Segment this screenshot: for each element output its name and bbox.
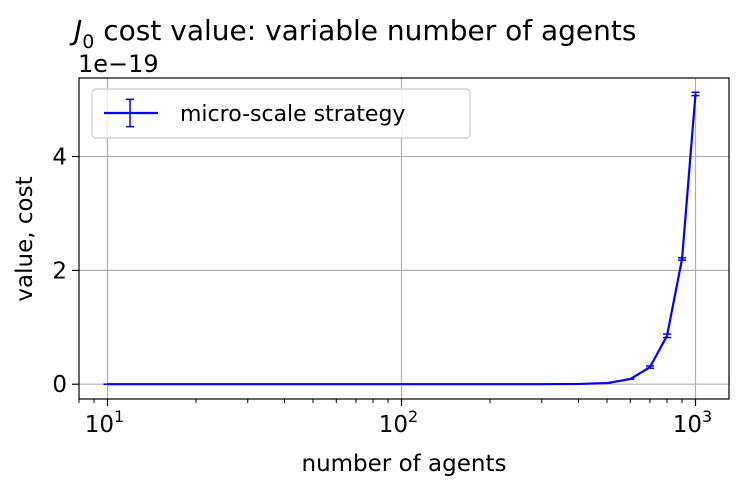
x-tick-label-exponent: 3 [702, 407, 712, 426]
x-tick-label-exponent: 1 [114, 407, 124, 426]
x-axis-label: number of agents [302, 451, 507, 477]
y-tick-label: 2 [52, 258, 67, 284]
x-tick-label: 102 [379, 407, 418, 438]
x-tick-label-base: 10 [85, 412, 114, 438]
chart-title: J0 cost value: variable number of agents [69, 14, 636, 53]
legend-series-label: micro-scale strategy [180, 102, 405, 127]
y-offset-label: 1e−19 [78, 50, 159, 78]
title-text: cost value: variable number of agents [94, 14, 636, 47]
y-tick-label: 0 [52, 372, 67, 398]
x-tick-label: 103 [673, 407, 712, 438]
y-axis-label: value, cost [12, 176, 38, 301]
legend-frame [91, 88, 471, 139]
title-symbol: J [69, 14, 82, 47]
legend-series-marker [104, 98, 158, 128]
series-layer [103, 91, 700, 386]
y-tick-label: 4 [52, 145, 67, 171]
x-tick-label-base: 10 [379, 412, 408, 438]
legend: micro-scale strategy [91, 88, 471, 139]
plot-frame [78, 77, 730, 400]
title-subscript: 0 [82, 31, 94, 53]
x-tick-label: 101 [85, 407, 124, 438]
x-tick-label-base: 10 [673, 412, 702, 438]
x-tick-label-exponent: 2 [408, 407, 418, 426]
